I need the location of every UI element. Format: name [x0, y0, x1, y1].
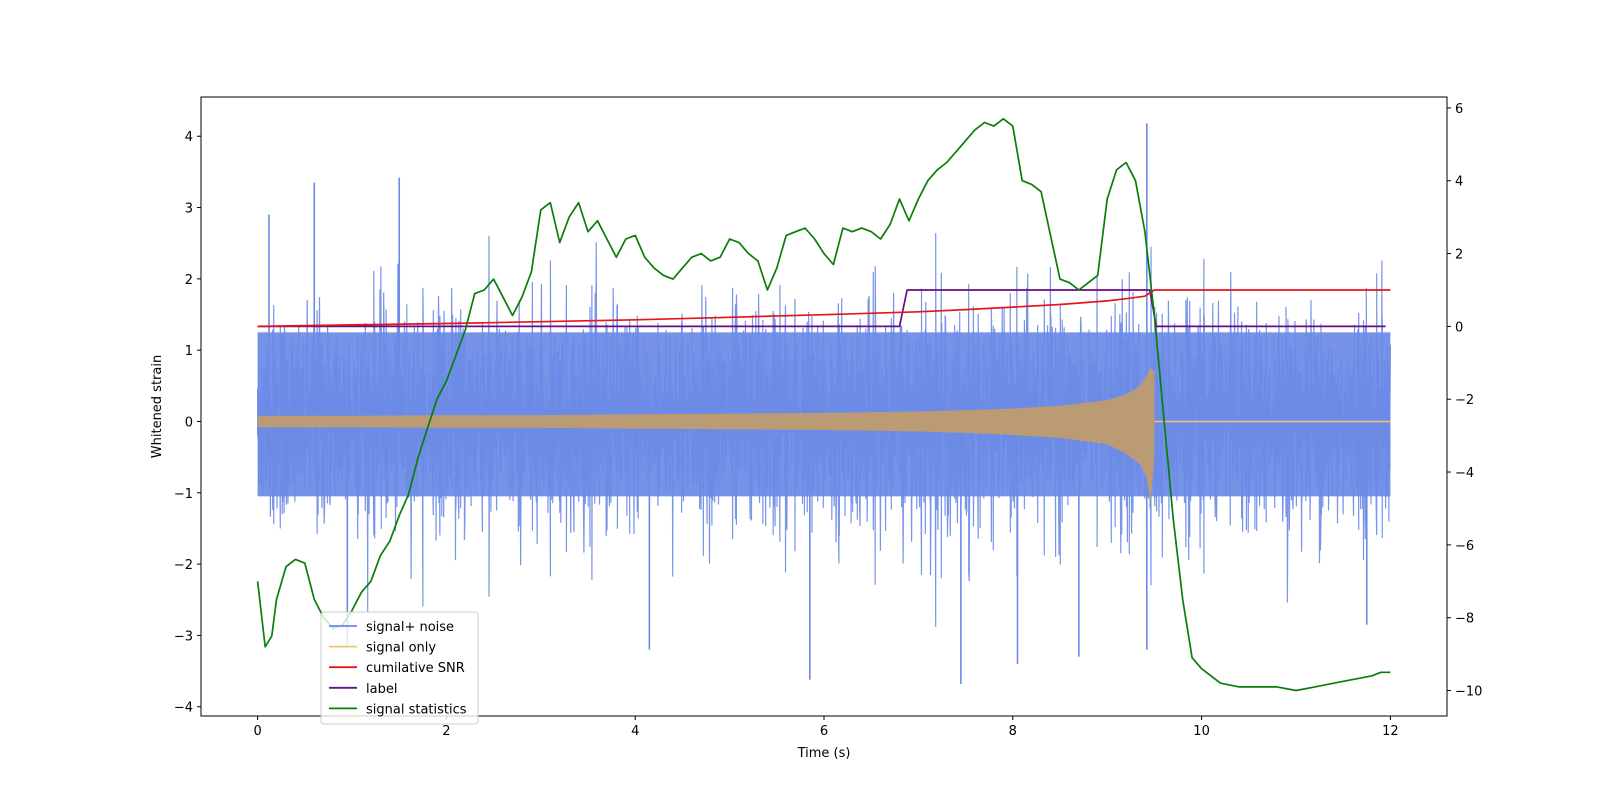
series-cumulative-snr-line [257, 289, 1391, 328]
legend-label: label [366, 682, 397, 697]
legend-label: cumilative SNR [366, 661, 465, 676]
y-tick-label: −3 [174, 629, 193, 644]
legend-label: signal+ noise [366, 620, 454, 635]
y2-tick-label: −2 [1455, 393, 1474, 408]
y2-tick-label: −4 [1455, 466, 1474, 481]
y-tick-label: 3 [185, 202, 193, 217]
series-signal-statistics-line [256, 117, 1391, 692]
x-axis-label: Time (s) [797, 746, 851, 761]
legend-box [320, 611, 479, 725]
x-tick-label: 10 [1193, 724, 1210, 739]
legend-label: signal only [366, 641, 436, 656]
x-tick-label: 6 [820, 724, 828, 739]
y-tick-label: 0 [185, 415, 193, 430]
y2-tick-label: 2 [1455, 248, 1463, 263]
y-axis-label: Whitened strain [150, 355, 165, 458]
y2-tick-label: 0 [1455, 320, 1463, 335]
y-tick-label: 4 [185, 130, 193, 145]
y-tick-label: −1 [174, 487, 193, 502]
series-label-line [257, 289, 1386, 328]
y-tick-label: −2 [174, 558, 193, 573]
x-tick-label: 8 [1009, 724, 1017, 739]
x-tick-label: 12 [1382, 724, 1399, 739]
legend-label: signal statistics [366, 702, 467, 717]
y-tick-label: −4 [174, 701, 193, 716]
y-tick-label: 1 [185, 344, 193, 359]
y2-tick-label: −10 [1455, 685, 1482, 700]
x-tick-label: 0 [253, 724, 261, 739]
y2-tick-label: 6 [1455, 102, 1463, 117]
y-tick-label: 2 [185, 273, 193, 288]
x-tick-label: 4 [631, 724, 639, 739]
y2-tick-label: 4 [1455, 175, 1463, 190]
y2-tick-label: −8 [1455, 612, 1474, 627]
x-tick-label: 2 [442, 724, 450, 739]
y2-tick-label: −6 [1455, 539, 1474, 554]
